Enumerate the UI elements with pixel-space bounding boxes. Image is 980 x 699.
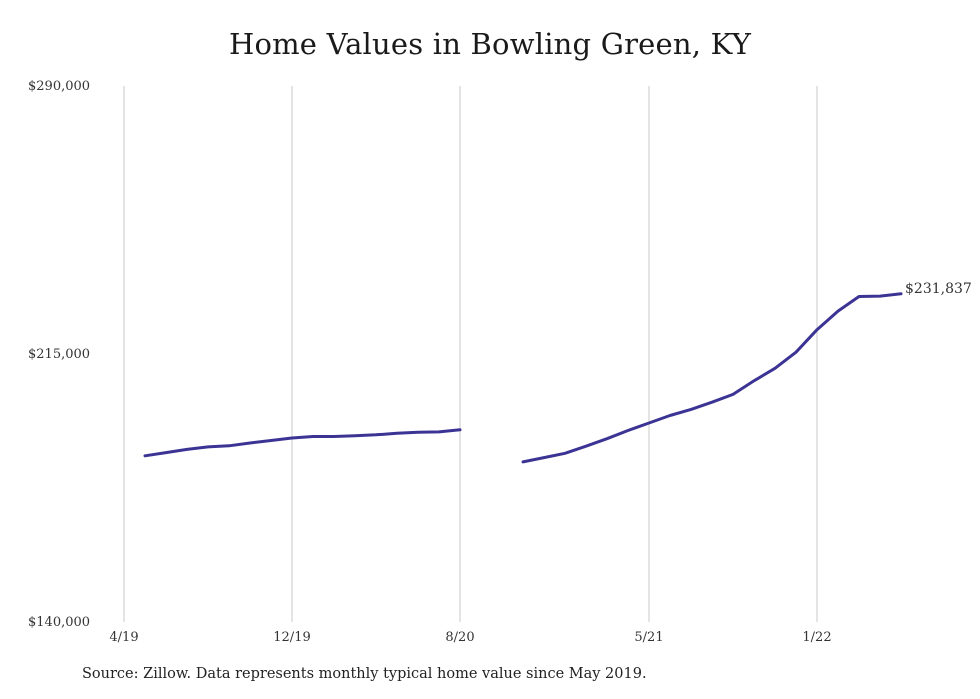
chart-title: Home Values in Bowling Green, KY (228, 27, 752, 61)
y-tick-label: $140,000 (28, 615, 90, 630)
source-note: Source: Zillow. Data represents monthly … (82, 666, 647, 682)
y-tick-label: $215,000 (28, 347, 90, 362)
x-axis-labels: 4/19 12/19 8/20 5/21 1/22 (109, 630, 831, 645)
series-line-segment (143, 428, 462, 458)
x-tick-label: 1/22 (802, 630, 831, 645)
y-tick-label: $290,000 (28, 79, 90, 94)
series-line-segment (521, 292, 903, 464)
y-axis-labels: $290,000 $215,000 $140,000 (28, 79, 90, 630)
series-layer (143, 292, 903, 464)
x-tick-label: 8/20 (445, 630, 474, 645)
x-tick-label: 4/19 (109, 630, 138, 645)
gridlines (123, 86, 818, 622)
end-value-label: $231,837 (905, 281, 972, 297)
x-tick-label: 12/19 (273, 630, 310, 645)
x-tick-label: 5/21 (634, 630, 663, 645)
annotations: $231,837 (905, 281, 972, 297)
